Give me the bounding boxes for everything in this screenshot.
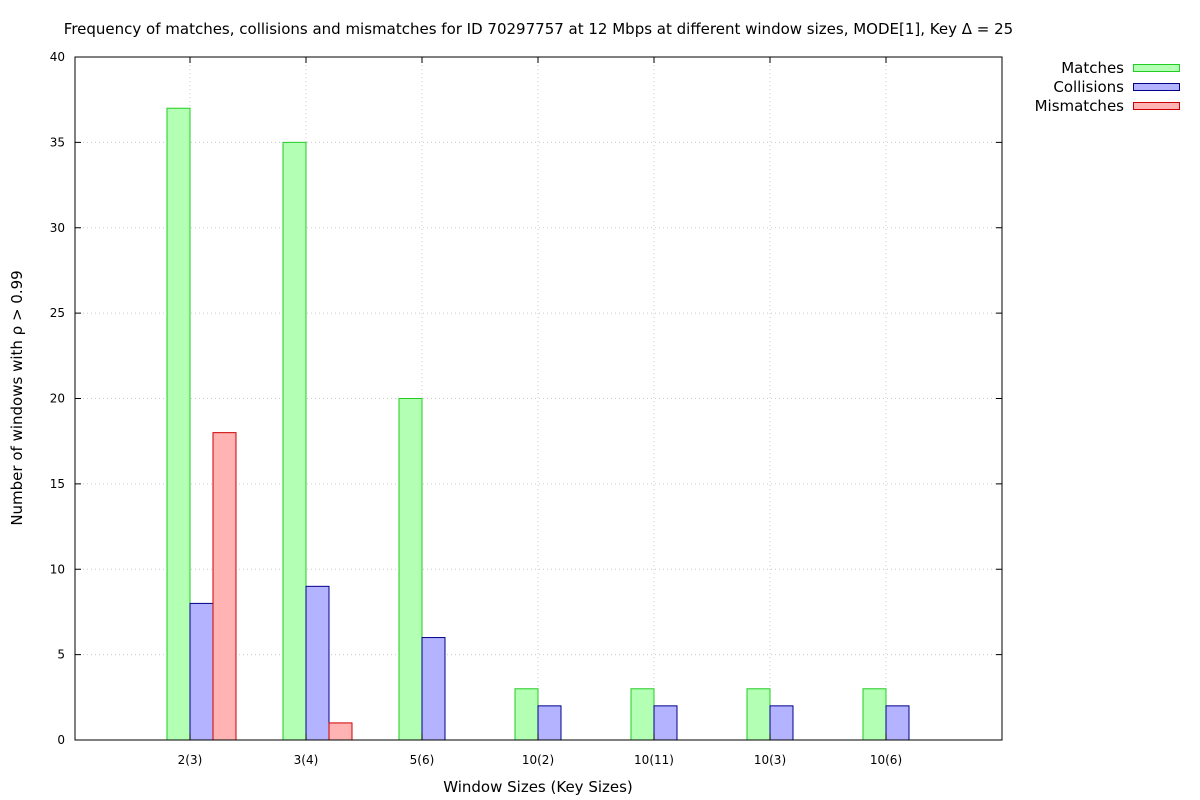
- legend-label-mismatches: Mismatches: [1034, 96, 1124, 115]
- bar-collisions-0: [189, 602, 214, 741]
- y-tick-label: 40: [50, 50, 65, 64]
- legend-item-matches: Matches: [1035, 58, 1180, 77]
- bar-matches-6: [862, 688, 887, 741]
- bar-collisions-6: [885, 705, 910, 741]
- bar-matches-4: [630, 688, 655, 741]
- y-tick-label: 35: [50, 135, 65, 149]
- y-tick-label: 30: [50, 221, 65, 235]
- legend-label-collisions: Collisions: [1053, 77, 1124, 96]
- x-tick-label: 10(2): [522, 753, 554, 767]
- x-tick-label: 2(3): [178, 753, 203, 767]
- bar-matches-1: [282, 141, 307, 741]
- y-tick-label: 5: [57, 648, 65, 662]
- x-tick-label: 10(3): [754, 753, 786, 767]
- bar-matches-5: [746, 688, 771, 741]
- bar-matches-3: [514, 688, 539, 741]
- legend-swatch-collisions: [1133, 82, 1180, 91]
- x-tick-label: 10(6): [870, 753, 902, 767]
- y-tick-label: 15: [50, 477, 65, 491]
- y-tick-label: 20: [50, 392, 65, 406]
- bar-matches-0: [166, 107, 191, 741]
- x-tick-label: 3(4): [294, 753, 319, 767]
- bar-collisions-4: [653, 705, 678, 741]
- legend-swatch-mismatches: [1133, 101, 1180, 110]
- y-tick-label: 10: [50, 562, 65, 576]
- legend-label-matches: Matches: [1061, 58, 1124, 77]
- legend-item-collisions: Collisions: [1035, 77, 1180, 96]
- bar-collisions-1: [305, 585, 330, 741]
- y-tick-label: 25: [50, 306, 65, 320]
- bar-matches-2: [398, 398, 423, 741]
- bar-mismatches-0: [212, 432, 237, 741]
- bar-collisions-2: [421, 637, 446, 741]
- bar-collisions-3: [537, 705, 562, 741]
- y-tick-label: 0: [57, 733, 65, 747]
- x-tick-label: 5(6): [410, 753, 435, 767]
- x-tick-label: 10(11): [634, 753, 674, 767]
- legend: Matches Collisions Mismatches: [1035, 58, 1180, 115]
- x-axis-label: Window Sizes (Key Sizes): [443, 778, 633, 796]
- bar-mismatches-1: [328, 722, 353, 741]
- chart-title: Frequency of matches, collisions and mis…: [63, 20, 1014, 38]
- legend-swatch-matches: [1133, 63, 1180, 72]
- bar-collisions-5: [769, 705, 794, 741]
- legend-item-mismatches: Mismatches: [1035, 96, 1180, 115]
